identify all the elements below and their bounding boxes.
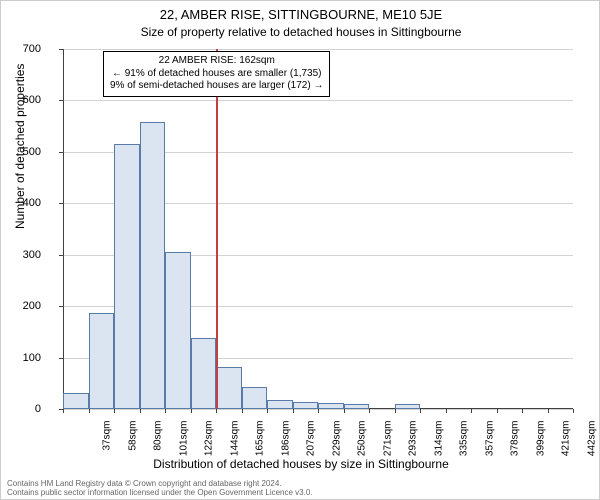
- ytick-label: 600: [1, 94, 41, 106]
- ytick-label: 200: [1, 300, 41, 312]
- footer-attribution: Contains HM Land Registry data © Crown c…: [7, 479, 313, 497]
- histogram-bar: [344, 404, 370, 409]
- xtick-label: 165sqm: [255, 421, 266, 461]
- annotation-line-2: ← 91% of detached houses are smaller (1,…: [110, 68, 323, 81]
- xtick-label: 357sqm: [484, 421, 495, 461]
- ytick-mark: [59, 49, 63, 50]
- ytick-mark: [59, 203, 63, 204]
- xtick-label: 207sqm: [306, 421, 317, 461]
- xtick-mark: [267, 409, 268, 413]
- xtick-mark: [497, 409, 498, 413]
- xtick-mark: [395, 409, 396, 413]
- annotation-line-1: 22 AMBER RISE: 162sqm: [110, 55, 323, 68]
- xtick-label: 144sqm: [229, 421, 240, 461]
- histogram-bar: [267, 400, 293, 409]
- xtick-mark: [140, 409, 141, 413]
- xtick-label: 80sqm: [153, 421, 164, 461]
- ytick-label: 0: [1, 403, 41, 415]
- xtick-label: 58sqm: [127, 421, 138, 461]
- xtick-label: 335sqm: [459, 421, 470, 461]
- xtick-label: 250sqm: [357, 421, 368, 461]
- xtick-label: 122sqm: [204, 421, 215, 461]
- xtick-label: 421sqm: [561, 421, 572, 461]
- xtick-mark: [446, 409, 447, 413]
- histogram-bar: [318, 403, 344, 409]
- title-sub: Size of property relative to detached ho…: [1, 25, 600, 39]
- xtick-mark: [165, 409, 166, 413]
- plot-area: 22 AMBER RISE: 162sqm← 91% of detached h…: [63, 49, 573, 409]
- xtick-mark: [573, 409, 574, 413]
- xtick-mark: [114, 409, 115, 413]
- xtick-mark: [548, 409, 549, 413]
- histogram-bar: [242, 387, 268, 409]
- ytick-mark: [59, 358, 63, 359]
- ytick-label: 100: [1, 352, 41, 364]
- xtick-label: 399sqm: [535, 421, 546, 461]
- xtick-mark: [420, 409, 421, 413]
- histogram-bar: [114, 144, 140, 409]
- xtick-mark: [318, 409, 319, 413]
- histogram-bar: [140, 122, 166, 409]
- ytick-mark: [59, 152, 63, 153]
- xtick-label: 314sqm: [433, 421, 444, 461]
- title-main: 22, AMBER RISE, SITTINGBOURNE, ME10 5JE: [1, 7, 600, 22]
- ytick-mark: [59, 100, 63, 101]
- subject-marker-line: [216, 49, 218, 409]
- xtick-label: 101sqm: [178, 421, 189, 461]
- histogram-bar: [165, 252, 191, 409]
- ytick-mark: [59, 306, 63, 307]
- chart-container: 22, AMBER RISE, SITTINGBOURNE, ME10 5JE …: [0, 0, 600, 500]
- grid-line: [63, 49, 573, 50]
- histogram-bar: [293, 402, 319, 409]
- xtick-label: 271sqm: [382, 421, 393, 461]
- y-axis-line: [63, 49, 64, 409]
- xtick-mark: [369, 409, 370, 413]
- xtick-label: 378sqm: [510, 421, 521, 461]
- histogram-bar: [216, 367, 242, 409]
- xtick-mark: [293, 409, 294, 413]
- histogram-bar: [191, 338, 217, 409]
- xtick-label: 186sqm: [280, 421, 291, 461]
- footer-line-2: Contains public sector information licen…: [7, 488, 313, 497]
- xtick-label: 293sqm: [408, 421, 419, 461]
- ytick-label: 300: [1, 249, 41, 261]
- xtick-label: 37sqm: [102, 421, 113, 461]
- xtick-mark: [344, 409, 345, 413]
- xtick-mark: [471, 409, 472, 413]
- xtick-label: 229sqm: [331, 421, 342, 461]
- xtick-mark: [522, 409, 523, 413]
- footer-line-1: Contains HM Land Registry data © Crown c…: [7, 479, 313, 488]
- xtick-mark: [89, 409, 90, 413]
- histogram-bar: [89, 313, 115, 409]
- ytick-label: 500: [1, 146, 41, 158]
- ytick-mark: [59, 255, 63, 256]
- grid-line: [63, 100, 573, 101]
- ytick-label: 700: [1, 43, 41, 55]
- annotation-line-3: 9% of semi-detached houses are larger (1…: [110, 80, 323, 93]
- histogram-bar: [63, 393, 89, 409]
- xtick-mark: [191, 409, 192, 413]
- xtick-mark: [216, 409, 217, 413]
- xtick-mark: [63, 409, 64, 413]
- histogram-bar: [395, 404, 421, 409]
- xtick-label: 442sqm: [586, 421, 597, 461]
- annotation-box: 22 AMBER RISE: 162sqm← 91% of detached h…: [103, 51, 330, 97]
- xtick-mark: [242, 409, 243, 413]
- ytick-label: 400: [1, 197, 41, 209]
